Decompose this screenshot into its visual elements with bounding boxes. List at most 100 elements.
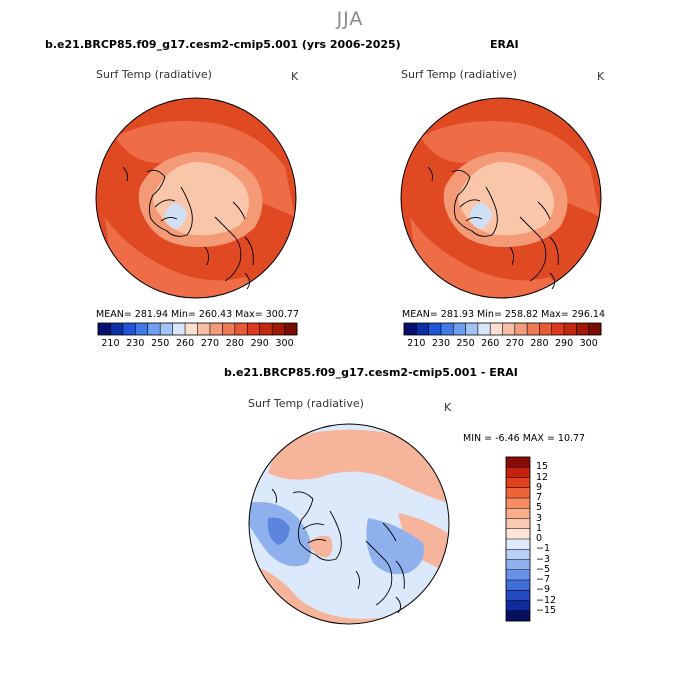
colorbar-swatch [506,528,530,540]
colorbar-tick-label: 210 [101,338,120,349]
colorbar-tick-label: 290 [554,338,574,349]
colorbar-swatch [576,323,589,335]
colorbar-tick-label: 7 [536,492,543,503]
colorbar-swatch [197,323,211,335]
colorbar-tick-label: −7 [536,574,551,585]
panel3-warm-anomaly-north [268,429,448,503]
panel2-greenland-ice [470,203,492,229]
panel3-greenland-anomaly [308,535,333,558]
colorbar-swatch [209,323,223,335]
panel3-variable-label: Surf Temp (radiative) [248,397,364,410]
panel1-title: b.e21.BRCP85.f09_g17.cesm2-cmip5.001 (yr… [45,38,401,51]
colorbar-swatch [506,539,530,550]
colorbar-swatch [222,323,236,335]
colorbar-swatch [135,323,148,335]
colorbar-swatch [506,518,530,529]
colorbar-swatch [506,580,530,591]
colorbar-swatch [551,323,565,335]
colorbar-swatch [453,323,466,335]
colorbar-tick-label: 1 [536,522,543,534]
colorbar-swatch [588,323,602,335]
panel2-colorbar [403,322,602,336]
colorbar-swatch [259,323,273,335]
panel2-coastlines [427,166,559,290]
colorbar-swatch [506,610,530,622]
panel1-stats: MEAN= 281.94 Min= 260.43 Max= 300.77 [96,309,300,320]
panel3-colorbar [505,456,531,622]
panel3-cold-anomaly [267,517,290,545]
colorbar-swatch [234,323,248,335]
colorbar-tick-label: 270 [200,338,219,349]
panel2-colorbar-labels: 210 230 250 260 270 280 290 300 [404,338,601,350]
colorbar-swatch [506,487,530,499]
colorbar-swatch [428,323,442,335]
colorbar-tick-label: −12 [536,594,557,606]
panel3-polar-map [248,423,450,625]
colorbar-swatch [564,323,577,335]
colorbar-tick-label: −1 [536,543,551,555]
panel3-warm-anomaly-south [249,563,448,623]
colorbar-swatch [506,498,530,509]
colorbar-swatch [147,323,161,335]
panel2-units-label: K [597,70,605,83]
colorbar-swatch [416,323,429,335]
colorbar-swatch [527,323,540,335]
panel1-units-label: K [291,70,299,83]
colorbar-swatch [506,600,530,611]
panel1-greenland-ice [165,203,187,229]
panel1-variable-label: Surf Temp (radiative) [96,68,212,81]
colorbar-swatch [284,323,298,335]
panel3-units-label: K [444,401,452,414]
colorbar-swatch [98,323,111,335]
colorbar-tick-label: 5 [536,502,543,514]
colorbar-tick-label: 300 [579,338,598,349]
colorbar-tick-label: 230 [126,338,145,349]
colorbar-tick-label: −9 [536,584,551,596]
colorbar-swatch [502,323,516,335]
colorbar-swatch [404,323,417,335]
colorbar-swatch [506,477,530,488]
colorbar-tick-label: 260 [481,338,500,349]
colorbar-tick-label: 290 [250,338,269,349]
colorbar-tick-label: 12 [536,471,549,483]
colorbar-swatch [506,590,530,601]
panel3-stats: MIN = -6.46 MAX = 10.77 [463,433,586,444]
colorbar-tick-label: 260 [175,338,195,349]
panel3-colorbar-labels: 15 12 9 7 5 3 1 0 −1 −3 −5 −7 −9 −12 −15 [536,457,576,621]
panel1-coastlines [122,166,254,290]
colorbar-tick-label: 280 [530,338,549,349]
colorbar-swatch [490,323,503,335]
colorbar-tick-label: 250 [456,338,475,349]
colorbar-tick-label: 9 [536,481,543,493]
colorbar-swatch [506,569,530,581]
colorbar-swatch [465,323,479,335]
colorbar-swatch [172,323,186,335]
colorbar-tick-label: 0 [536,533,543,544]
colorbar-swatch [506,467,530,478]
season-title: JJA [336,8,364,30]
colorbar-swatch [506,559,530,570]
panel2-variable-label: Surf Temp (radiative) [401,68,517,81]
colorbar-swatch [477,323,491,335]
colorbar-swatch [110,323,124,335]
colorbar-tick-label: −3 [536,553,551,565]
colorbar-swatch [185,323,198,335]
panel1-polar-map [95,97,297,299]
panel2-stats: MEAN= 281.93 Min= 258.82 Max= 296.14 [402,309,606,320]
panel1-colorbar [97,322,298,336]
panel1-south-band [105,217,265,297]
colorbar-tick-label: 270 [505,338,524,349]
colorbar-swatch [272,323,285,335]
panel2-south-band [410,217,570,297]
colorbar-tick-label: −15 [536,604,557,616]
colorbar-tick-label: 250 [151,338,170,349]
colorbar-swatch [160,323,173,335]
panel2-polar-map [400,97,602,299]
colorbar-tick-label: 300 [275,338,294,349]
panel1-colorbar-labels: 210 230 250 260 270 280 290 300 [98,338,297,350]
colorbar-tick-label: 210 [407,338,426,349]
colorbar-tick-label: 280 [225,338,244,349]
panel3-cool-anomaly-east [366,518,424,575]
colorbar-swatch [122,323,136,335]
colorbar-tick-label: 230 [431,338,450,349]
